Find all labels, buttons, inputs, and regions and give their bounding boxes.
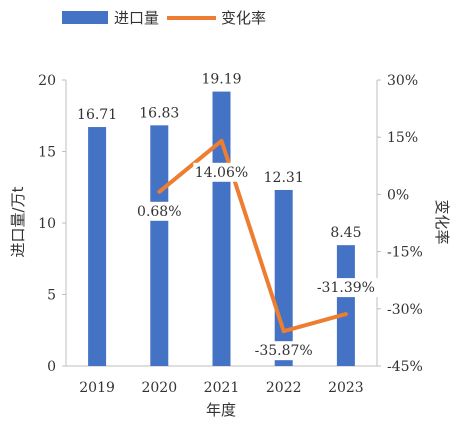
x-tick-label-2021: 2021: [204, 380, 240, 396]
y2-tick-label: -45%: [387, 359, 423, 375]
y2-tick-label: 30%: [387, 73, 418, 89]
y-tick-label: 0: [47, 359, 56, 375]
y2-axis-title: 变化率: [433, 199, 451, 244]
bars-layer: [88, 91, 355, 367]
line-label-bg-2022: [251, 341, 317, 361]
legend-swatch-bar: [62, 11, 108, 24]
line-label-bg-2023: [313, 278, 379, 298]
x-axis-title: 年度: [206, 401, 236, 419]
bar-2019: [88, 127, 107, 366]
line-series-change-rate: [157, 138, 348, 334]
bar-value-label-2020: 16.83: [139, 105, 179, 121]
y2-tick-label: -30%: [387, 302, 423, 318]
bar-value-label-2021: 19.19: [201, 72, 241, 88]
y2-tick-label: 0%: [387, 187, 409, 203]
y-tick-label: 10: [38, 216, 56, 232]
bar-2020: [150, 125, 169, 367]
legend-label-bar: 进口量: [114, 9, 159, 27]
line-layer: [157, 138, 348, 334]
y2-tick-label: 15%: [387, 130, 418, 146]
line-label-bg-2021: [193, 162, 250, 182]
y-tick-label: 15: [38, 145, 56, 161]
x-tick-label-2022: 2022: [266, 380, 302, 396]
y-tick-label: 20: [38, 73, 56, 89]
y2-tick-label: -15%: [387, 245, 423, 261]
line-label-bg-2020: [135, 201, 184, 221]
bar-2021: [212, 91, 231, 366]
legend: 进口量 变化率: [62, 9, 266, 27]
bar-value-label-2023: 8.45: [330, 225, 361, 241]
bar-2023: [336, 245, 355, 366]
y-axis-title: 进口量/万t: [9, 186, 27, 257]
line-value-label-2023: -31.39%: [317, 280, 375, 296]
ticks-layer: 0 5 10 15 20 -45% -30% -15% 0% 15% 30% 2019 2020 2021…: [38, 73, 423, 396]
line-value-label-2020: 0.68%: [137, 204, 181, 220]
x-tick-label-2023: 2023: [328, 380, 364, 396]
labels-layer: 16.71 16.83 19.19 12.31 8.45 0.68% 14.06% -35.8…: [77, 72, 379, 361]
line-value-label-2021: 14.06%: [195, 165, 248, 181]
bar-value-label-2019: 16.71: [77, 107, 117, 123]
x-tick-label-2020: 2020: [141, 380, 177, 396]
bar-2022: [274, 189, 293, 366]
x-tick-label-2019: 2019: [79, 380, 115, 396]
legend-label-line: 变化率: [221, 9, 266, 27]
y-tick-label: 5: [47, 288, 56, 304]
bar-value-label-2022: 12.31: [264, 170, 304, 186]
line-value-label-2022: -35.87%: [255, 343, 313, 359]
